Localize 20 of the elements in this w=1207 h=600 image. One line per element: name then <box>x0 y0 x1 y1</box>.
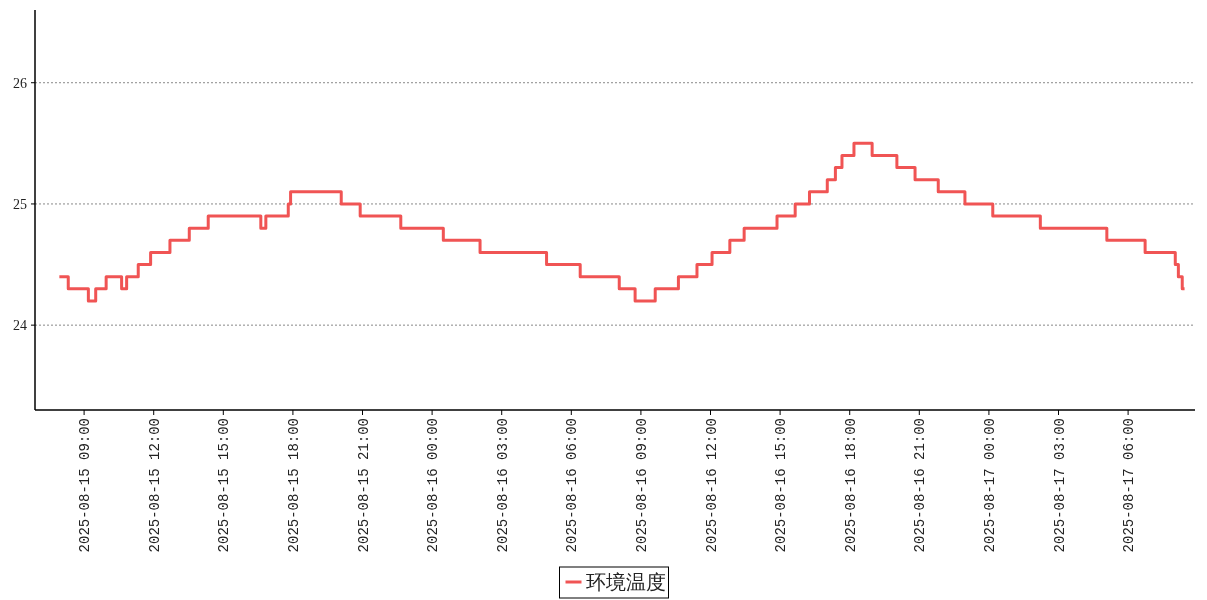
x-tick-label: 2025-08-15 09:00 <box>77 418 94 553</box>
x-tick-label: 2025-08-15 15:00 <box>216 418 233 553</box>
y-tick-label: 25 <box>13 196 27 212</box>
x-tick-label: 2025-08-16 09:00 <box>633 418 650 553</box>
x-tick-label: 2025-08-16 18:00 <box>842 418 859 553</box>
x-tick-label: 2025-08-15 21:00 <box>355 418 372 553</box>
legend-label: 环境温度 <box>585 570 666 594</box>
x-tick-label: 2025-08-17 03:00 <box>1051 418 1068 553</box>
y-tick-label: 26 <box>13 75 27 91</box>
x-tick-label: 2025-08-16 15:00 <box>773 418 790 553</box>
x-tick-label: 2025-08-16 06:00 <box>564 418 581 553</box>
x-tick-label: 2025-08-16 12:00 <box>703 418 720 553</box>
x-tick-label: 2025-08-17 06:00 <box>1121 418 1138 553</box>
x-tick-label: 2025-08-16 21:00 <box>912 418 929 553</box>
x-tick-label: 2025-08-17 00:00 <box>981 418 998 553</box>
y-tick-label: 24 <box>13 318 27 334</box>
x-tick-label: 2025-08-16 03:00 <box>494 418 511 553</box>
x-tick-label: 2025-08-15 18:00 <box>285 418 302 553</box>
x-tick-label: 2025-08-16 00:00 <box>425 418 442 553</box>
x-tick-label: 2025-08-15 12:00 <box>146 418 163 553</box>
